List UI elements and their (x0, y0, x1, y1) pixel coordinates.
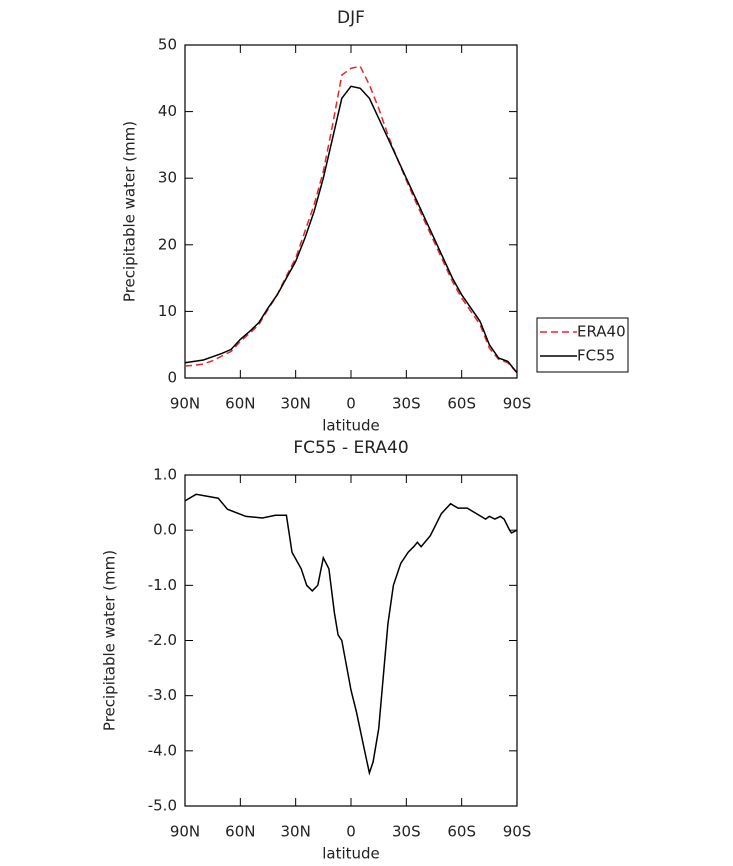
y-axis-label: Precipitable water (mm) (101, 550, 119, 731)
data-line (184, 65, 518, 374)
y-tick-label: 10 (158, 302, 177, 320)
chart-title: DJF (337, 8, 365, 28)
plot-frame (184, 474, 518, 807)
y-tick-label: 40 (158, 102, 177, 120)
y-tick-label: -2.0 (148, 631, 177, 649)
x-tick-label: 60N (225, 823, 255, 841)
x-axis-label: latitude (322, 845, 380, 863)
y-tick-label: 1.0 (153, 466, 177, 484)
x-tick-label: 90S (503, 395, 532, 413)
y-tick-label: 50 (158, 36, 177, 54)
data-line (184, 493, 518, 776)
y-tick-label: -4.0 (148, 741, 177, 759)
plot-frame (184, 44, 518, 379)
y-tick-label: -5.0 (148, 797, 177, 815)
x-tick-label: 30N (281, 395, 311, 413)
y-axis-label: Precipitable water (mm) (121, 121, 139, 302)
x-tick-label: 60S (447, 395, 476, 413)
x-tick-label: 60S (447, 823, 476, 841)
x-tick-label: 30S (392, 823, 421, 841)
x-axis-label: latitude (322, 417, 380, 435)
chart-title: FC55 - ERA40 (293, 438, 408, 458)
legend-label: FC55 (577, 347, 615, 365)
y-tick-label: -1.0 (148, 576, 177, 594)
y-tick-label: 0 (167, 369, 177, 387)
legend-box (536, 317, 629, 373)
x-tick-label: 0 (346, 823, 356, 841)
legend-label: ERA40 (577, 323, 626, 341)
x-tick-label: 30S (392, 395, 421, 413)
x-tick-label: 90N (170, 823, 200, 841)
x-tick-label: 90S (503, 823, 532, 841)
data-line (184, 85, 518, 374)
x-tick-label: 30N (281, 823, 311, 841)
y-tick-label: 30 (158, 169, 177, 187)
x-tick-label: 90N (170, 395, 200, 413)
x-tick-label: 60N (225, 395, 255, 413)
y-tick-label: -3.0 (148, 686, 177, 704)
y-tick-label: 0.0 (153, 521, 177, 539)
x-tick-label: 0 (346, 395, 356, 413)
y-tick-label: 20 (158, 235, 177, 253)
